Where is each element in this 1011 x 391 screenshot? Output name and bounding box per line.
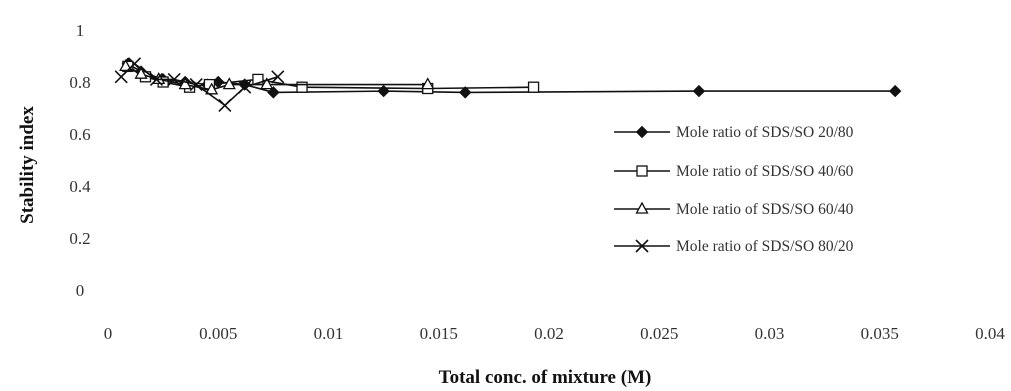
data-point-triangle (421, 77, 435, 90)
data-point-square (527, 81, 540, 93)
legend-item: Mole ratio of SDS/SO 60/40 (614, 201, 854, 218)
data-point-diamond (459, 86, 472, 99)
y-tick-label: 0.8 (69, 73, 90, 92)
legend-label: Mole ratio of SDS/SO 80/20 (676, 238, 854, 255)
x-tick-label: 0.04 (975, 324, 1005, 343)
data-point-diamond (888, 84, 902, 98)
x-tick-label: 0.035 (861, 324, 899, 343)
x-tick-label: 0.03 (755, 324, 785, 343)
data-point-x (238, 80, 252, 94)
data-point-triangle (178, 77, 192, 90)
x-axis-title: Total conc. of mixture (M) (439, 367, 652, 388)
legend-marker-triangle (635, 201, 649, 214)
data-point-triangle (205, 82, 219, 95)
data-point-x (218, 98, 232, 112)
legend-marker-square (636, 165, 648, 177)
series-x (114, 57, 285, 112)
y-tick-label: 0 (76, 281, 85, 300)
x-tick-label: 0.01 (314, 324, 344, 343)
data-point-triangle (260, 77, 274, 90)
x-tick-label: 0 (104, 324, 113, 343)
legend-label: Mole ratio of SDS/SO 40/60 (676, 163, 854, 180)
data-point-x (271, 70, 285, 84)
data-point-x (189, 78, 203, 92)
y-axis-title: Stability index (17, 106, 38, 224)
x-tick-label: 0.02 (534, 324, 564, 343)
x-tick-label: 0.025 (640, 324, 678, 343)
y-tick-label: 0.4 (69, 177, 91, 196)
data-point-triangle (119, 59, 133, 72)
legend-marker-diamond (635, 125, 649, 139)
x-tick-label: 0.015 (420, 324, 458, 343)
series-triangle (119, 59, 435, 95)
y-tick-label: 0.2 (69, 229, 90, 248)
x-tick-label: 0.005 (199, 324, 237, 343)
legend-item: Mole ratio of SDS/SO 80/20 (614, 238, 854, 255)
data-point-diamond (267, 86, 280, 99)
data-point-x (167, 72, 181, 86)
data-point-square (296, 81, 308, 93)
y-tick-label: 0.6 (69, 125, 90, 144)
legend-marker-x (635, 239, 649, 253)
data-point-triangle (134, 66, 148, 79)
data-point-x (114, 70, 128, 84)
legend-item: Mole ratio of SDS/SO 20/80 (614, 124, 854, 141)
data-point-triangle (222, 77, 236, 90)
y-axis-ticks: 0 0.2 0.4 0.6 0.8 1 (69, 21, 91, 300)
legend-label: Mole ratio of SDS/SO 60/40 (676, 201, 854, 218)
y-tick-label: 1 (76, 21, 85, 40)
data-point-x (149, 72, 164, 86)
data-point-diamond (692, 84, 706, 98)
series-layer (114, 57, 902, 112)
data-point-x (127, 57, 142, 71)
legend-label: Mole ratio of SDS/SO 20/80 (676, 124, 854, 141)
legend: Mole ratio of SDS/SO 20/80 Mole ratio of … (614, 124, 854, 255)
legend-item: Mole ratio of SDS/SO 40/60 (614, 163, 854, 180)
x-axis-ticks: 0 0.005 0.01 0.015 0.02 0.025 0.03 0.035 0.04 (104, 324, 1006, 343)
